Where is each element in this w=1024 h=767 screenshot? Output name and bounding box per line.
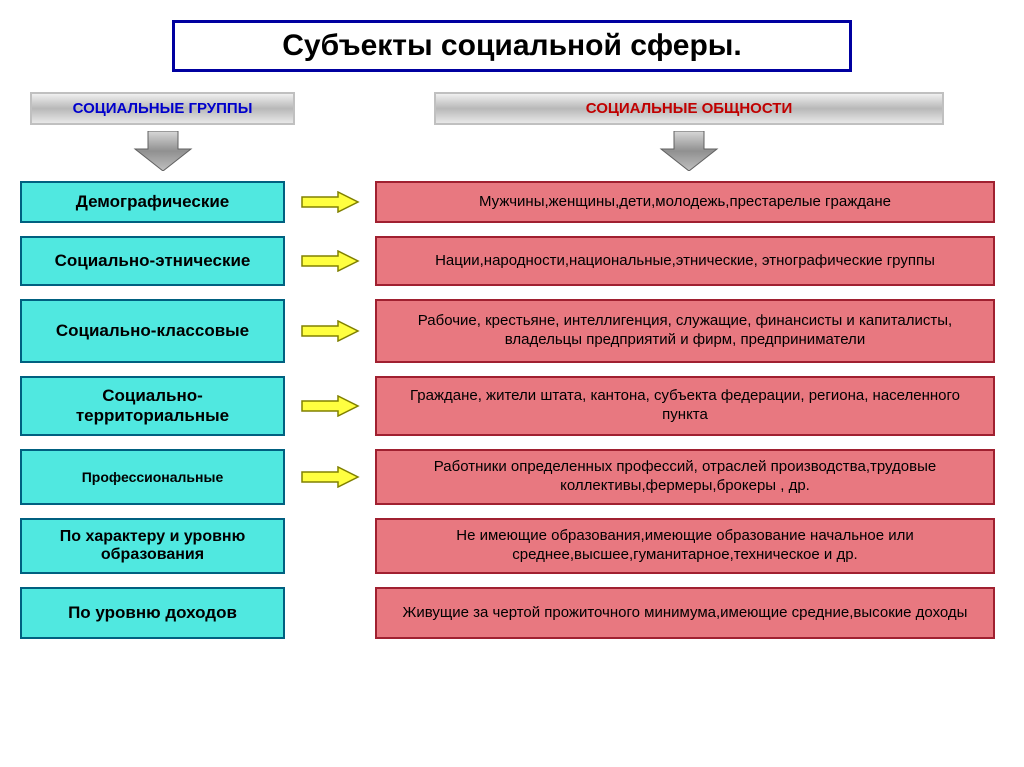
data-row: Демографические Мужчины,женщины,дети,моло… bbox=[20, 181, 1004, 223]
data-row: Социально-этнические Нации,народности,нац… bbox=[20, 236, 1004, 286]
category-box: Социально-этнические bbox=[20, 236, 285, 286]
category-box: По уровню доходов bbox=[20, 587, 285, 639]
header-right: СОЦИАЛЬНЫЕ ОБЩНОСТИ bbox=[434, 92, 944, 125]
data-row: По характеру и уровню образования Не имею… bbox=[20, 518, 1004, 574]
data-row: По уровню доходов Живущие за чертой прожи… bbox=[20, 587, 1004, 639]
down-arrow-icon bbox=[659, 131, 719, 171]
description-box: Живущие за чертой прожиточного минимума,… bbox=[375, 587, 995, 639]
description-box: Нации,народности,национальные,этнические… bbox=[375, 236, 995, 286]
page-title: Субъекты социальной сферы. bbox=[282, 29, 742, 62]
data-row: Профессиональные Работники определенных п… bbox=[20, 449, 1004, 505]
connector bbox=[285, 449, 375, 505]
down-arrow-left-wrap bbox=[30, 131, 295, 171]
down-arrow-right-wrap bbox=[434, 131, 944, 171]
category-box: Социально-территориальные bbox=[20, 376, 285, 436]
down-arrow-icon bbox=[133, 131, 193, 171]
connector bbox=[285, 236, 375, 286]
down-arrows-row bbox=[20, 131, 1004, 171]
right-arrow-icon bbox=[300, 320, 360, 342]
right-arrow-icon bbox=[300, 395, 360, 417]
connector bbox=[285, 376, 375, 436]
description-box: Рабочие, крестьяне, интеллигенция, служа… bbox=[375, 299, 995, 363]
headers-row: СОЦИАЛЬНЫЕ ГРУППЫ СОЦИАЛЬНЫЕ ОБЩНОСТИ bbox=[20, 92, 1004, 125]
category-box: По характеру и уровню образования bbox=[20, 518, 285, 574]
right-arrow-icon bbox=[300, 250, 360, 272]
connector bbox=[285, 299, 375, 363]
right-arrow-icon bbox=[300, 466, 360, 488]
data-row: Социально-классовые Рабочие, крестьяне, и… bbox=[20, 299, 1004, 363]
category-box: Социально-классовые bbox=[20, 299, 285, 363]
right-arrow-icon bbox=[300, 191, 360, 213]
connector bbox=[285, 181, 375, 223]
description-box: Мужчины,женщины,дети,молодежь,престарелы… bbox=[375, 181, 995, 223]
description-box: Не имеющие образования,имеющие образован… bbox=[375, 518, 995, 574]
data-row: Социально-территориальные Граждане, жител… bbox=[20, 376, 1004, 436]
title-box: Субъекты социальной сферы. bbox=[172, 20, 852, 72]
description-box: Работники определенных профессий, отрасл… bbox=[375, 449, 995, 505]
category-box: Демографические bbox=[20, 181, 285, 223]
description-box: Граждане, жители штата, кантона, субъект… bbox=[375, 376, 995, 436]
rows-container: Демографические Мужчины,женщины,дети,моло… bbox=[20, 181, 1004, 639]
category-box: Профессиональные bbox=[20, 449, 285, 505]
header-left: СОЦИАЛЬНЫЕ ГРУППЫ bbox=[30, 92, 295, 125]
